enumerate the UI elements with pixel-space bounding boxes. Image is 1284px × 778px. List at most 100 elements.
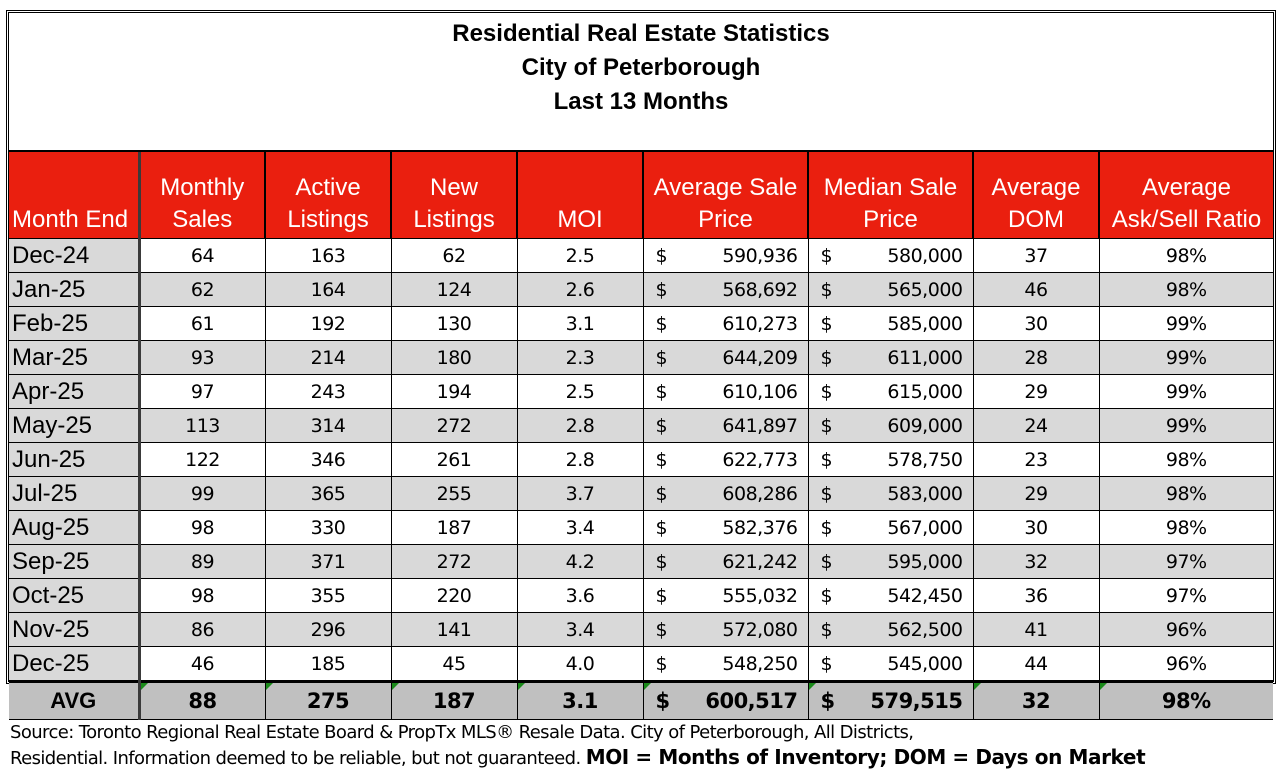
- error-indicator-triangle: [140, 683, 148, 690]
- cell-active-listings: 355: [264, 578, 392, 613]
- price-value: 565,000: [887, 278, 963, 301]
- cell-average-dom: 23: [972, 442, 1100, 477]
- header-text: Monthly: [160, 174, 245, 201]
- cell-value: 99%: [1165, 346, 1207, 369]
- stats-table: Month End Monthly Sales Active Listings Ne…: [9, 152, 1273, 720]
- price-value: 548,250: [722, 652, 798, 675]
- average-row: AVG 88 275 187 3.1 $600,517 $579,515 32 98%: [9, 680, 1273, 720]
- cell-value: 98: [190, 584, 215, 607]
- cell-ask-sell-ratio: 98%: [1098, 238, 1273, 273]
- currency-symbol: $: [655, 516, 668, 539]
- cell-active-listings: 164: [264, 272, 392, 307]
- cell-value: 164: [310, 278, 346, 301]
- cell-moi: 2.6: [516, 272, 644, 307]
- error-indicator-triangle: [1099, 683, 1107, 690]
- cell-value: 346: [310, 448, 346, 471]
- cell-value: 46: [190, 652, 215, 675]
- cell-monthly-sales: 88: [138, 680, 266, 720]
- error-indicator-triangle: [265, 683, 273, 690]
- cell-median-sale-price: $545,000: [807, 646, 974, 682]
- cell-median-sale-price: $609,000: [807, 408, 974, 443]
- currency-symbol: $: [820, 689, 836, 713]
- cell-active-listings: 371: [264, 544, 392, 579]
- cell-value: 98: [190, 516, 215, 539]
- cell-value: 97%: [1165, 550, 1207, 573]
- cell-average-dom: 30: [972, 510, 1100, 545]
- cell-ask-sell-ratio: 99%: [1098, 306, 1273, 341]
- cell-ask-sell-ratio: 99%: [1098, 340, 1273, 375]
- cell-month-end: Dec-24: [9, 238, 141, 273]
- cell-active-listings: 330: [264, 510, 392, 545]
- cell-value: 32: [1024, 550, 1048, 573]
- cell-new-listings: 130: [390, 306, 518, 341]
- cell-monthly-sales: 97: [138, 374, 266, 409]
- cell-new-listings: 45: [390, 646, 518, 682]
- price-value: 608,286: [722, 482, 798, 505]
- cell-month-end: Oct-25: [9, 578, 141, 613]
- cell-new-listings: 141: [390, 612, 518, 647]
- cell-active-listings: 243: [264, 374, 392, 409]
- price-value: 579,515: [870, 689, 963, 713]
- cell-ask-sell-ratio: 97%: [1098, 544, 1273, 579]
- cell-value: 30: [1024, 516, 1048, 539]
- currency-symbol: $: [655, 448, 668, 471]
- header-text: Average: [991, 174, 1081, 201]
- currency-symbol: $: [820, 346, 833, 369]
- cell-monthly-sales: 98: [138, 578, 266, 613]
- currency-symbol: $: [820, 278, 833, 301]
- cell-average-dom: 28: [972, 340, 1100, 375]
- cell-value: 96%: [1165, 618, 1207, 641]
- price-value: 590,936: [722, 244, 798, 267]
- price-value: 600,517: [705, 689, 798, 713]
- header-text: Average: [1142, 174, 1231, 201]
- cell-value: 96%: [1165, 652, 1207, 675]
- cell-average-dom: 46: [972, 272, 1100, 307]
- cell-average-dom: 32: [972, 544, 1100, 579]
- title-main: Residential Real Estate Statistics: [452, 20, 830, 47]
- cell-value: 296: [310, 618, 346, 641]
- cell-active-listings: 365: [264, 476, 392, 511]
- cell-value: 180: [436, 346, 472, 369]
- header-text: Ask/Sell Ratio: [1111, 206, 1262, 233]
- cell-active-listings: 163: [264, 238, 392, 273]
- cell-monthly-sales: 46: [138, 646, 266, 682]
- cell-month-end: Jan-25: [9, 272, 141, 307]
- header-text: Month End: [12, 206, 129, 233]
- header-text: Active: [295, 174, 361, 201]
- footnote-disclaimer: Residential. Information deemed to be re…: [10, 748, 586, 769]
- header-row: Month End Monthly Sales Active Listings Ne…: [9, 152, 1273, 239]
- cell-value: 98%: [1165, 516, 1207, 539]
- currency-symbol: $: [820, 244, 833, 267]
- cell-moi: 2.8: [516, 442, 644, 477]
- currency-symbol: $: [655, 346, 668, 369]
- cell-moi: 2.5: [516, 374, 644, 409]
- cell-moi: 3.4: [516, 510, 644, 545]
- price-value: 562,500: [887, 618, 963, 641]
- cell-value: 2.8: [565, 448, 595, 471]
- currency-symbol: $: [820, 618, 833, 641]
- cell-moi: 2.8: [516, 408, 644, 443]
- price-value: 545,000: [887, 652, 963, 675]
- cell-value: 4.0: [565, 652, 595, 675]
- cell-ask-sell-ratio: 98%: [1098, 510, 1273, 545]
- cell-average-dom: 29: [972, 476, 1100, 511]
- cell-month-end: Jun-25: [9, 442, 141, 477]
- currency-symbol: $: [820, 550, 833, 573]
- cell-value: 2.3: [565, 346, 595, 369]
- cell-new-listings: 62: [390, 238, 518, 273]
- cell-median-sale-price: $562,500: [807, 612, 974, 647]
- cell-value: 365: [310, 482, 346, 505]
- cell-average-sale-price: $600,517: [642, 680, 809, 720]
- table-row: Feb-25 61 192 130 3.1 $610,273 $585,000 30 99%: [9, 306, 1273, 341]
- cell-value: 3.4: [565, 618, 595, 641]
- cell-active-listings: 296: [264, 612, 392, 647]
- cell-median-sale-price: $583,000: [807, 476, 974, 511]
- cell-value: 192: [310, 312, 346, 335]
- currency-symbol: $: [820, 584, 833, 607]
- cell-ask-sell-ratio: 99%: [1098, 408, 1273, 443]
- cell-monthly-sales: 99: [138, 476, 266, 511]
- cell-monthly-sales: 86: [138, 612, 266, 647]
- column-header-average-dom: Average DOM: [972, 152, 1100, 239]
- cell-average-sale-price: $610,273: [642, 306, 809, 341]
- header-text: Listings: [413, 206, 495, 233]
